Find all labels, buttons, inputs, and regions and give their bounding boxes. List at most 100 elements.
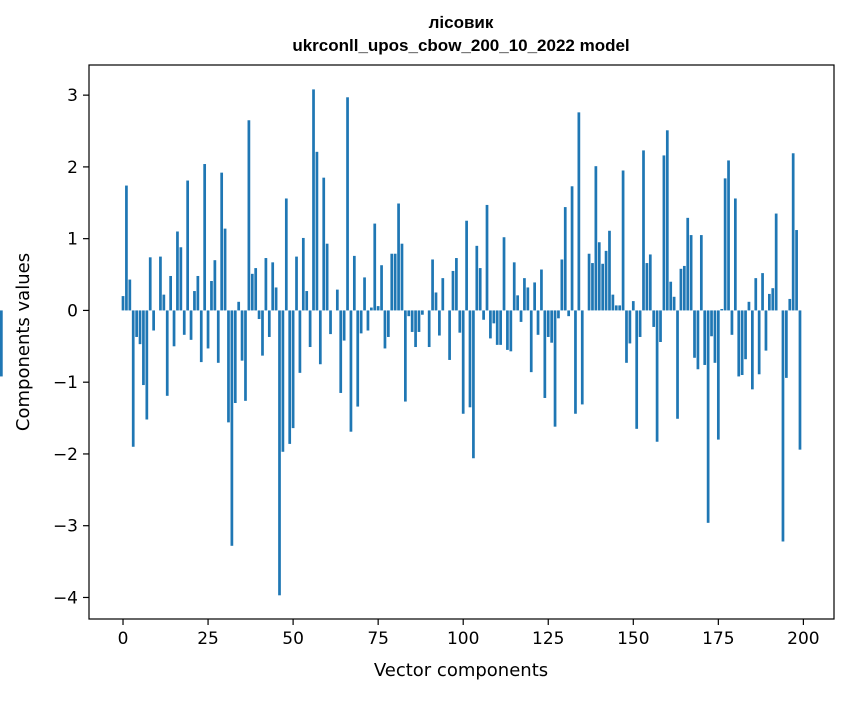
bar-44 [271,262,274,310]
bar-139 [595,166,598,310]
bar-163 [676,310,679,418]
bar-149 [629,310,632,343]
bar-11 [159,257,162,311]
bar-134 [578,112,581,310]
bar-110 [496,310,499,344]
bar-22 [197,276,200,310]
bar-128 [557,310,560,318]
bar-61 [329,310,332,334]
x-tick-label-175: 175 [702,629,734,649]
bar-124 [543,310,546,398]
bar-50 [292,310,295,428]
bar-109 [492,310,495,323]
x-tick-label-150: 150 [617,629,649,649]
bar-33 [234,310,237,403]
bar-58 [319,310,322,364]
bar-71 [363,277,366,310]
bar-16 [176,231,179,310]
bar-179 [731,310,734,334]
bar-83 [404,310,407,401]
bar-120 [530,310,533,372]
bar-118 [523,278,526,310]
bar-9 [152,310,155,330]
bar-42 [265,258,268,310]
bar-103 [472,310,475,458]
bar-37 [248,120,251,310]
bar-106 [482,310,485,319]
x-tick-label-25: 25 [197,629,219,649]
bar-77 [384,310,387,348]
bar-87 [418,310,421,332]
bar-85 [411,310,414,332]
bar-32 [231,310,234,545]
bar-161 [669,282,672,311]
bar-5 [139,310,142,344]
bar-82 [401,244,404,311]
bar-178 [727,160,730,310]
bar-165 [683,266,686,310]
bar-43 [268,310,271,337]
bar-3 [132,310,135,446]
bar-121 [533,282,536,310]
bar-100 [462,310,465,413]
bar-54 [305,291,308,310]
bar-34 [237,302,240,311]
bar-180 [734,198,737,310]
bar-86 [414,310,417,347]
bar-8 [149,257,152,310]
bar-181 [737,310,740,376]
bar-153 [642,150,645,310]
bar-59 [322,178,325,311]
bar-105 [479,268,482,310]
bar-35 [241,310,244,360]
bar-6 [142,310,145,385]
bar-25 [207,310,210,348]
bar-84 [407,310,410,316]
bar-72 [367,310,370,330]
bar-74 [373,224,376,311]
bar-15 [173,310,176,346]
bar-145 [615,305,618,310]
x-tick-label-200: 200 [787,629,819,649]
bar-26 [210,281,213,310]
bar-39 [254,268,257,310]
x-tick-label-100: 100 [447,629,479,649]
bar-12 [162,295,165,311]
bar-19 [186,181,189,311]
chart-subtitle: ukrconll_upos_cbow_200_10_2022 model [292,36,629,55]
bar-98 [455,258,458,310]
bar-119 [526,287,529,310]
bar-27 [214,260,217,310]
x-tick-label-0: 0 [118,629,129,649]
bar-69 [356,310,359,406]
bar-117 [520,310,523,321]
chart-title: лісовик [429,13,494,32]
bar-200 [0,310,3,376]
bar-18 [183,310,186,334]
bar-126 [550,310,553,342]
bar-2 [128,280,131,311]
bar-60 [326,244,329,311]
bar-40 [258,310,261,319]
bar-172 [707,310,710,522]
bar-13 [166,310,169,395]
bar-65 [343,310,346,340]
bar-97 [452,271,455,310]
bar-49 [288,310,291,443]
bar-23 [200,310,203,362]
bar-53 [302,238,305,310]
bar-194 [782,310,785,541]
bar-55 [309,310,312,347]
bar-130 [564,207,567,310]
bar-51 [295,257,298,311]
bar-47 [282,310,285,451]
bar-132 [571,186,574,310]
bar-144 [612,295,615,311]
bar-148 [625,310,628,362]
y-tick-label-0: −4 [53,588,78,608]
bar-199 [799,310,802,449]
y-tick-label-5: 1 [67,230,78,250]
bar-0 [122,296,125,310]
y-axis-label: Components values [13,253,34,431]
